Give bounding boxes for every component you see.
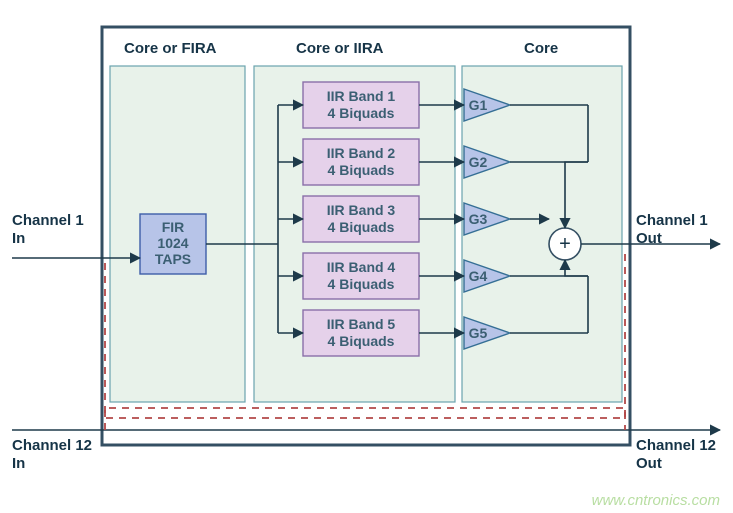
fir-label: FIR xyxy=(162,219,185,235)
gain-label: G4 xyxy=(469,268,488,284)
gain-label: G5 xyxy=(469,325,488,341)
ch12-out-label: Channel 12 xyxy=(636,437,716,454)
iir-label: 4 Biquads xyxy=(328,105,395,121)
column-header: Core xyxy=(524,40,558,57)
watermark: www.cntronics.com xyxy=(592,492,720,509)
dashed-path xyxy=(105,408,625,430)
iir-label: IIR Band 3 xyxy=(327,202,396,218)
column-panel xyxy=(462,66,622,402)
fir-label: 1024 xyxy=(157,235,188,251)
ch1-in-label: In xyxy=(12,230,25,247)
ch12-in-label: In xyxy=(12,455,25,472)
gain-label: G1 xyxy=(469,97,488,113)
gain-label: G3 xyxy=(469,211,488,227)
iir-label: IIR Band 1 xyxy=(327,88,396,104)
iir-label: IIR Band 2 xyxy=(327,145,396,161)
iir-label: 4 Biquads xyxy=(328,276,395,292)
iir-label: IIR Band 4 xyxy=(327,259,396,275)
ch1-out-label: Out xyxy=(636,230,662,247)
iir-label: 4 Biquads xyxy=(328,162,395,178)
iir-label: 4 Biquads xyxy=(328,219,395,235)
iir-label: 4 Biquads xyxy=(328,333,395,349)
diagram-svg: Core or FIRA Core or IIRA Core FIR1024TAPS I… xyxy=(0,0,733,513)
ch1-in-label: Channel 1 xyxy=(12,212,84,229)
column-header: Core or FIRA xyxy=(124,40,217,57)
iir-label: IIR Band 5 xyxy=(327,316,396,332)
ch1-out-label: Channel 1 xyxy=(636,212,708,229)
column-header: Core or IIRA xyxy=(296,40,384,57)
ch12-out-label: Out xyxy=(636,455,662,472)
ch12-in-label: Channel 12 xyxy=(12,437,92,454)
fir-label: TAPS xyxy=(155,251,191,267)
gain-label: G2 xyxy=(469,154,488,170)
sum-label: + xyxy=(559,233,571,255)
